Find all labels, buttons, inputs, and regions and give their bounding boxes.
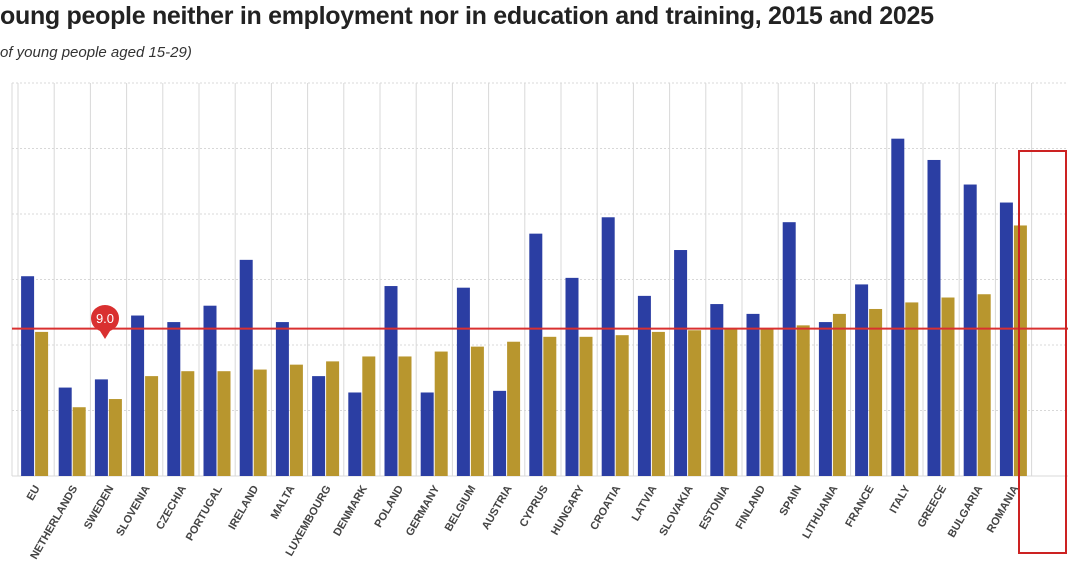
bar-2015-estonia xyxy=(710,304,724,476)
bar-2025-slovakia xyxy=(688,330,702,476)
bar-2015-latvia xyxy=(637,295,651,476)
x-tick-label: GERMANY xyxy=(404,483,443,538)
bar-2025-latvia xyxy=(651,331,665,476)
bar-2025-lithuania xyxy=(832,313,846,476)
bar-2015-eu xyxy=(21,276,35,476)
bar-2015-belgium xyxy=(456,287,470,476)
bar-2025-bulgaria xyxy=(977,294,991,476)
bar-2025-hungary xyxy=(579,336,593,476)
bar-2015-bulgaria xyxy=(963,184,977,476)
bar-2015-croatia xyxy=(601,217,615,476)
bar-2025-sweden xyxy=(108,399,122,476)
bar-2025-germany xyxy=(434,351,448,476)
bar-2025-portugal xyxy=(217,371,231,476)
bar-2025-luxembourg xyxy=(326,361,340,476)
chart-title: oung people neither in employment nor in… xyxy=(0,2,934,30)
x-tick-label: SLOVENIA xyxy=(114,483,153,538)
bar-2015-denmark xyxy=(348,392,362,476)
x-tick-label: EU xyxy=(25,483,43,502)
bar-2015-luxembourg xyxy=(312,376,326,476)
x-tick-label: SWEDEN xyxy=(82,483,117,531)
bar-2025-malta xyxy=(289,364,303,476)
x-tick-label: FINLAND xyxy=(734,483,769,531)
reference-label: 9.0 xyxy=(96,311,114,326)
x-tick-label: LITHUANIA xyxy=(800,483,840,540)
bar-2015-slovenia xyxy=(131,315,145,476)
highlight-box-romania xyxy=(1018,150,1067,554)
x-tick-label: SLOVAKIA xyxy=(657,483,695,538)
bar-2015-hungary xyxy=(565,277,579,476)
bar-2025-austria xyxy=(507,341,521,476)
reference-line-layer: 9.0 xyxy=(12,304,1068,339)
bar-2025-eu xyxy=(35,331,49,476)
chart-subtitle: of young people aged 15-29) xyxy=(0,44,192,61)
bar-2015-cyprus xyxy=(529,233,543,476)
bar-2015-poland xyxy=(384,286,398,476)
bar-2015-germany xyxy=(420,392,434,476)
bar-2015-italy xyxy=(891,138,905,477)
reference-label-marker xyxy=(90,304,119,339)
x-tick-label: CYPRUS xyxy=(518,484,551,530)
bar-2025-czechia xyxy=(181,371,195,476)
bar-2015-france xyxy=(855,284,869,476)
bar-2015-netherlands xyxy=(58,387,72,476)
bar-2015-lithuania xyxy=(818,322,832,476)
bars-layer xyxy=(21,138,1027,477)
bar-2025-poland xyxy=(398,356,412,476)
x-tick-label: ITALY xyxy=(888,483,914,516)
x-tick-label: POLAND xyxy=(372,483,406,529)
bar-2015-romania xyxy=(999,202,1013,476)
x-tick-label: SPAIN xyxy=(777,483,804,517)
x-tick-label: DENMARK xyxy=(331,483,370,538)
x-tick-label: BULGARIA xyxy=(946,483,985,539)
x-tick-label: ESTONIA xyxy=(697,483,732,531)
bar-2025-slovenia xyxy=(145,376,159,476)
x-tick-label: FRANCE xyxy=(843,484,876,530)
bar-2015-austria xyxy=(493,390,507,476)
x-tick-label: GREECE xyxy=(915,484,949,530)
bar-2015-spain xyxy=(782,222,796,476)
highlight-layer xyxy=(1018,150,1067,554)
bar-2015-portugal xyxy=(203,305,217,476)
x-tick-label: CROATIA xyxy=(588,483,623,532)
bar-2015-greece xyxy=(927,159,941,476)
bar-2015-ireland xyxy=(239,259,253,476)
bar-2015-finland xyxy=(746,313,760,476)
bar-2025-italy xyxy=(905,302,919,476)
bar-2015-slovakia xyxy=(674,250,688,476)
x-tick-label: PORTUGAL xyxy=(184,483,225,543)
x-tick-label: IRELAND xyxy=(226,483,261,531)
bar-2025-ireland xyxy=(253,369,267,476)
bar-2025-greece xyxy=(941,297,955,476)
bar-2025-netherlands xyxy=(72,407,86,476)
bar-2025-croatia xyxy=(615,335,629,476)
bar-2025-denmark xyxy=(362,356,376,476)
x-tick-label: BELGIUM xyxy=(443,484,479,534)
x-tick-label: MALTA xyxy=(269,483,298,521)
x-tick-label: LATVIA xyxy=(630,483,660,523)
bar-2015-malta xyxy=(275,322,289,476)
bar-2025-cyprus xyxy=(543,336,557,476)
bar-2015-sweden xyxy=(94,379,108,476)
x-tick-label: HUNGARY xyxy=(549,483,587,537)
x-tick-label: ROMANIA xyxy=(985,483,1022,535)
x-tick-label: AUSTRIA xyxy=(480,483,515,531)
x-tick-label: CZECHIA xyxy=(154,483,189,531)
bar-2025-belgium xyxy=(470,346,484,476)
bar-2015-czechia xyxy=(167,322,181,476)
bar-2025-estonia xyxy=(724,328,738,476)
bar-2025-romania xyxy=(1013,225,1027,476)
bar-2025-spain xyxy=(796,325,810,476)
bar-2025-finland xyxy=(760,328,774,476)
bar-2025-france xyxy=(869,308,883,476)
